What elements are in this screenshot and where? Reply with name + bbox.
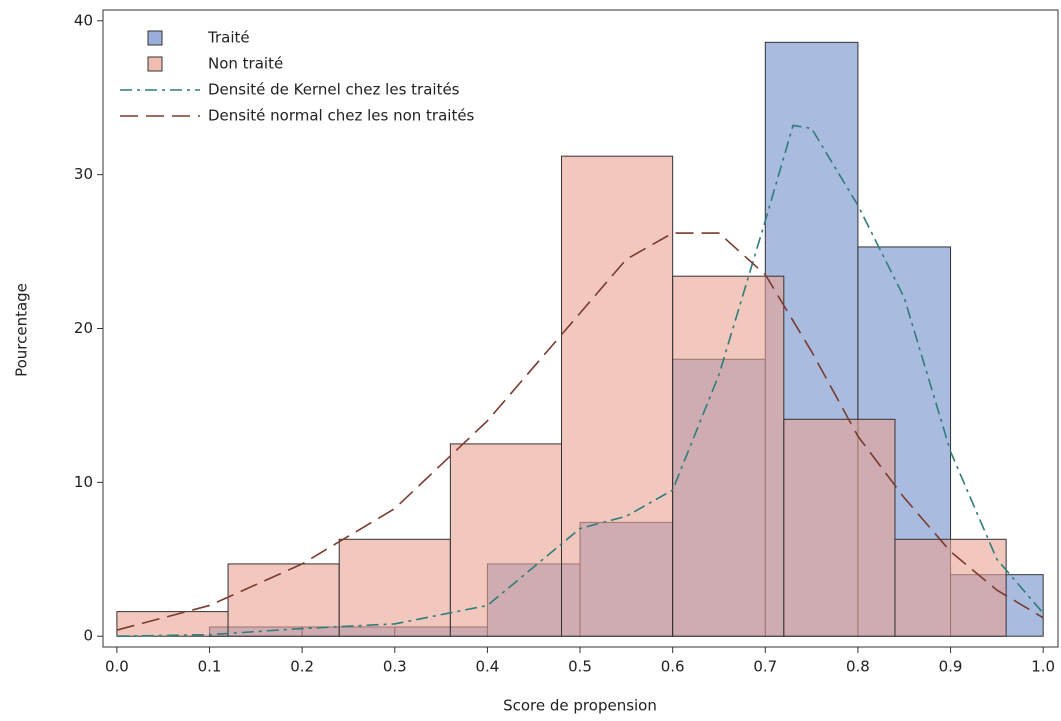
histogram-bar — [338, 538, 451, 637]
x-tick-label: 0.8 — [846, 658, 870, 676]
histogram-bar — [561, 155, 674, 637]
x-tick-label: 0.3 — [383, 658, 407, 676]
x-tick-label: 0.6 — [661, 658, 685, 676]
x-axis-label: Score de propension — [503, 697, 657, 715]
legend-label: Densité normal chez les non traités — [208, 107, 475, 125]
x-tick-label: 0.5 — [568, 658, 592, 676]
density-line — [116, 124, 1044, 638]
legend-label: Densité de Kernel chez les traités — [208, 81, 460, 99]
x-tick-label: 0.1 — [198, 658, 222, 676]
y-tick-label: 10 — [74, 473, 93, 491]
histogram-bar — [783, 418, 896, 637]
legend-label: Traité — [207, 29, 250, 47]
histogram-bar — [227, 563, 340, 637]
y-tick-label: 20 — [74, 319, 93, 337]
x-tick-label: 0.2 — [290, 658, 314, 676]
x-tick-label: 0.9 — [939, 658, 963, 676]
x-tick-label: 0.4 — [475, 658, 499, 676]
histogram-bar — [894, 538, 1007, 637]
histogram-bar — [449, 443, 563, 637]
y-tick-label: 40 — [74, 11, 93, 29]
legend-swatch — [147, 56, 163, 72]
y-axis-label: Pourcentage — [13, 283, 31, 377]
legend-swatch — [147, 30, 163, 46]
x-tick-label: 1.0 — [1031, 658, 1055, 676]
y-tick-label: 30 — [74, 165, 93, 183]
legend-label: Non traité — [208, 55, 283, 73]
x-tick-label: 0.7 — [753, 658, 777, 676]
x-tick-label: 0.0 — [105, 658, 129, 676]
y-tick-label: 0 — [83, 627, 93, 645]
histogram-bar — [672, 275, 785, 637]
density-line — [116, 232, 1044, 631]
plot-area — [116, 41, 1044, 638]
